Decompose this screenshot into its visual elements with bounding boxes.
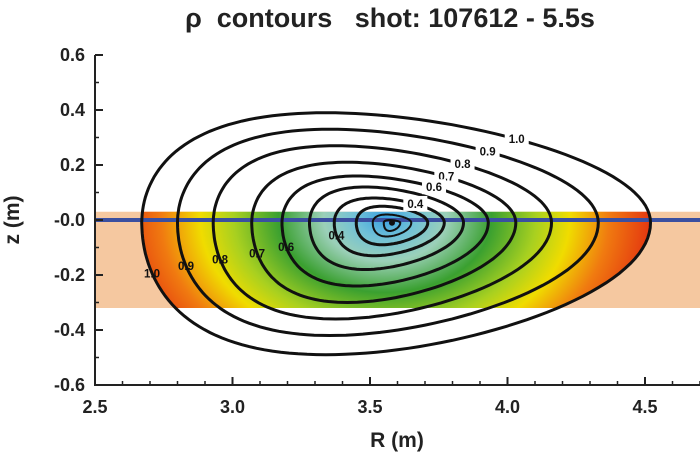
y-tick-label: 0.6 [60, 45, 85, 65]
contour-label: 0.4 [407, 199, 424, 211]
contour-label-bg [504, 131, 529, 147]
x-axis-label: R (m) [370, 429, 424, 452]
contour-label: 1.0 [509, 134, 525, 146]
contour-label: 0.6 [426, 182, 442, 194]
contour-label: 0.8 [455, 159, 472, 171]
y-tick-label: -0.4 [54, 320, 85, 340]
y-axis-label: z (m) [1, 196, 24, 245]
y-tick-label: 0.4 [60, 100, 85, 120]
x-tick-label: 2.5 [82, 397, 107, 417]
x-axis-ticks: 2.5 3.0 3.5 4.0 4.5 [82, 377, 700, 417]
contour-label-bg [475, 143, 500, 159]
x-tick-label: 4.0 [495, 397, 520, 417]
contour-rho-0-6 [280, 174, 490, 288]
contour-rho-0-2 [371, 213, 413, 238]
contour-label: 0.9 [480, 147, 496, 159]
y-tick-label: 0.2 [60, 155, 85, 175]
y-axis-ticks: 0.6 0.4 0.2 -0.0 -0.2 -0.4 -0.6 [54, 45, 103, 395]
y-tick-label: -0.0 [54, 210, 85, 230]
contour-rho-0-7 [250, 160, 518, 305]
x-tick-label: 3.5 [357, 397, 382, 417]
magnetic-axis-marker [389, 219, 395, 226]
contour-label-bg [422, 179, 447, 195]
contour-label-bg [403, 195, 428, 211]
contour-rho-0-8 [211, 144, 554, 321]
x-tick-label: 3.0 [220, 397, 245, 417]
contour-rho-1 [140, 111, 653, 357]
contour-rho-0-1 [382, 219, 402, 232]
contour-rho-0-9 [175, 127, 600, 338]
contour-label: 0.6 [278, 242, 294, 254]
y-tick-label: -0.6 [54, 375, 85, 395]
contour-label-bg [450, 156, 475, 172]
contour-labels: 1.01.00.90.90.80.80.70.70.60.60.40.4 [144, 131, 529, 280]
x-tick-label: 4.5 [632, 397, 657, 417]
y-tick-label: -0.2 [54, 265, 85, 285]
contour-lines [140, 111, 653, 357]
contour-rho-0-5 [308, 185, 466, 271]
contour-label: 0.4 [328, 230, 345, 242]
plot-area: 1.01.00.90.90.80.80.70.70.60.60.40.4 [95, 111, 700, 357]
contour-label: 1.0 [144, 268, 160, 280]
contour-rho-0-3 [354, 204, 430, 247]
contour-label: 0.7 [249, 248, 265, 260]
contour-label: 0.8 [212, 255, 229, 267]
plasma-fill [141, 211, 651, 308]
chart-title: ρ contours shot: 107612 - 5.5s [185, 3, 595, 33]
contour-label: 0.9 [178, 261, 194, 273]
